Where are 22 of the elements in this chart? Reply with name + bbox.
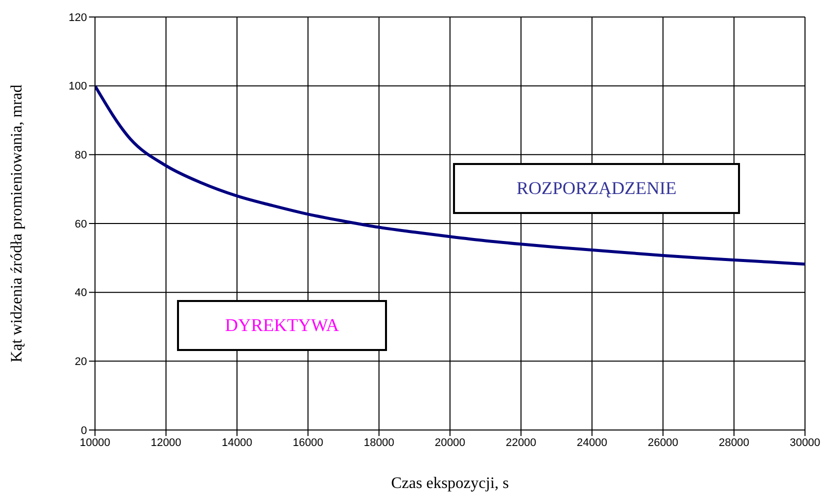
x-tick-label: 18000 [364, 436, 394, 449]
text-box: ROZPORZĄDZENIE [453, 163, 740, 214]
y-axis-title: Kąt widzenia źródła promieniowania, mrad [8, 84, 26, 362]
x-tick-label: 14000 [222, 436, 252, 449]
x-axis-title: Czas ekspozycji, s [391, 475, 509, 492]
y-tick-label: 0 [80, 424, 87, 437]
x-tick-label: 22000 [506, 436, 536, 449]
y-tick-label: 60 [74, 218, 87, 230]
y-tick-label: 80 [74, 150, 87, 162]
y-tick-label: 120 [68, 12, 87, 24]
x-tick-label: 10000 [80, 436, 110, 449]
x-tick-label: 30000 [790, 436, 820, 449]
x-tick-label: 28000 [718, 436, 750, 449]
text-box: DYREKTYWA [177, 300, 387, 351]
y-tick-label: 100 [68, 80, 87, 93]
y-tick-label: 20 [74, 356, 87, 368]
y-tick-label: 40 [74, 287, 87, 300]
x-tick-label: 12000 [150, 436, 182, 449]
x-tick-label: 16000 [292, 436, 324, 449]
x-tick-label: 26000 [648, 436, 678, 449]
x-tick-label: 20000 [434, 436, 466, 449]
x-tick-label: 24000 [576, 436, 608, 449]
